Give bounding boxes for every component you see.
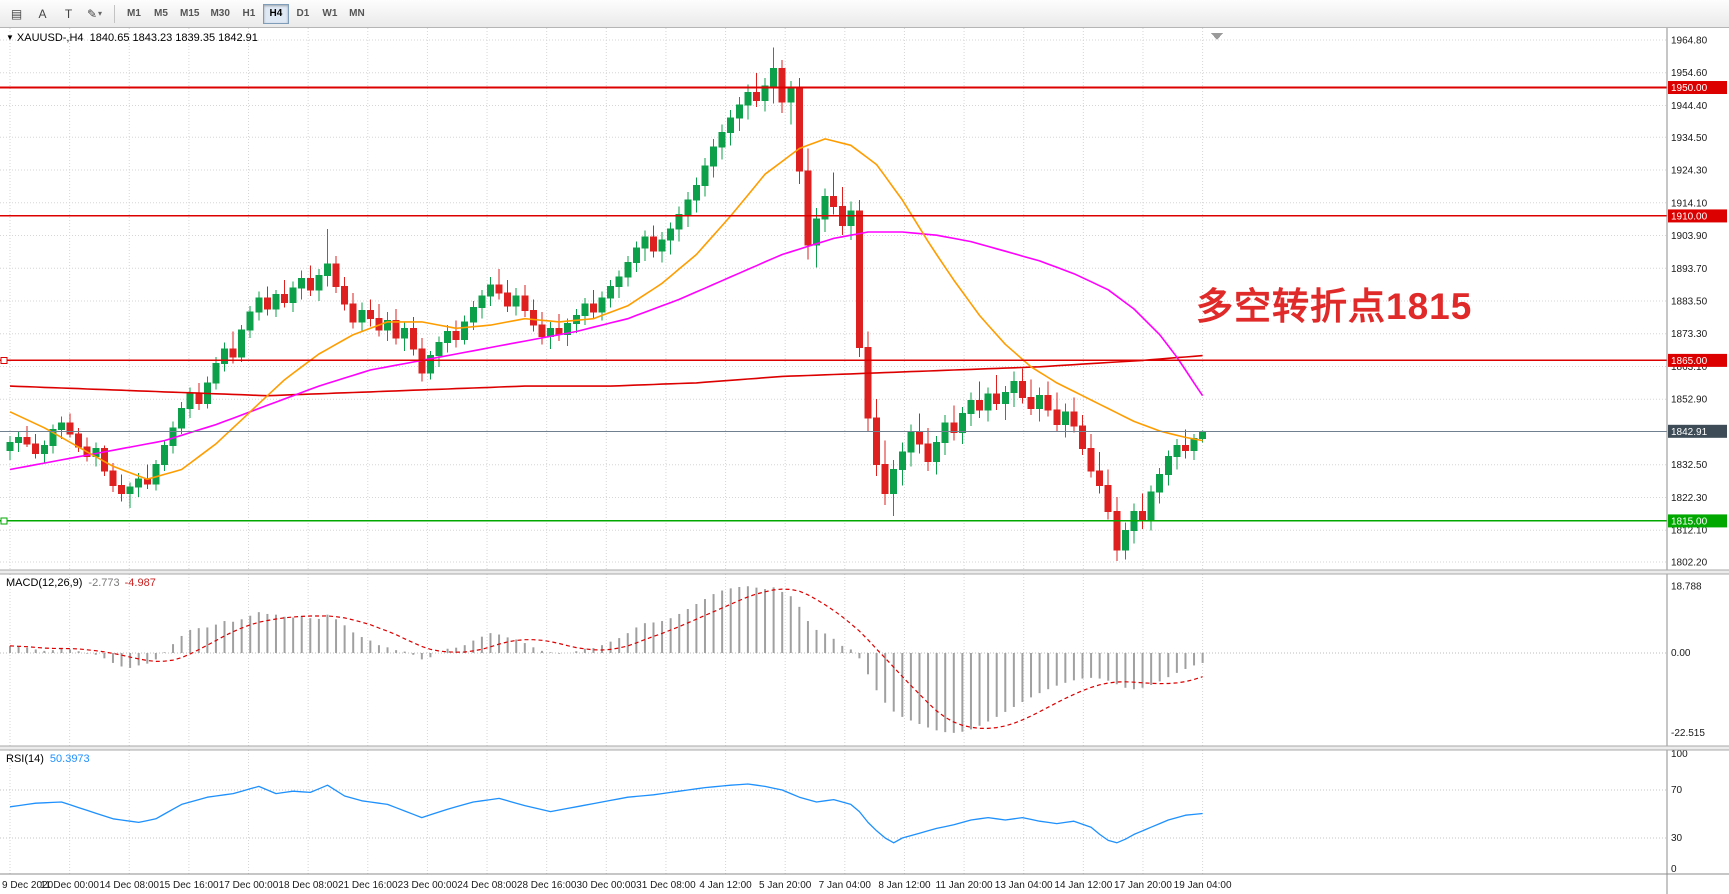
price-box-1950.00[interactable] — [1668, 81, 1727, 95]
horizontal-level-lines[interactable] — [0, 86, 1667, 525]
text-label-icon[interactable]: A — [38, 6, 47, 21]
svg-text:1910.00: 1910.00 — [1671, 211, 1708, 222]
svg-text:1842.91: 1842.91 — [1671, 427, 1708, 438]
svg-text:1950.00: 1950.00 — [1671, 83, 1708, 94]
svg-text:18.788: 18.788 — [1671, 581, 1702, 592]
chart-text-annotation: 多空转折点1815 — [1196, 286, 1473, 327]
rsi-indicator-header: RSI(14) 50.3973 — [6, 753, 90, 765]
svg-text:9 Dec 2020: 9 Dec 2020 — [2, 880, 54, 891]
toolbar-icon-group: ▤ A T ✎ ▾ — [4, 3, 108, 25]
svg-text:24 Dec 08:00: 24 Dec 08:00 — [457, 880, 517, 891]
chart-window: 1964.80 1954.60 1944.40 1934.50 1924.30 1914.… — [0, 28, 1729, 894]
timeframe-button-H1[interactable]: H1 — [242, 8, 256, 19]
svg-text:21 Dec 16:00: 21 Dec 16:00 — [338, 880, 398, 891]
panel-separators — [0, 28, 1729, 894]
ma-slow-red — [9, 354, 1203, 397]
svg-text:18 Dec 08:00: 18 Dec 08:00 — [278, 880, 338, 891]
svg-text:1893.70: 1893.70 — [1671, 264, 1708, 275]
svg-text:1815.00: 1815.00 — [1671, 516, 1708, 527]
timeframe-button-M5[interactable]: M5 — [154, 8, 168, 19]
candlestick-series — [6, 47, 1207, 562]
chart-symbol-header: ▼ XAUUSD-,H4 1840.65 1843.23 1839.35 1842… — [6, 32, 258, 44]
svg-text:1883.50: 1883.50 — [1671, 297, 1708, 308]
price-axis[interactable]: 1964.80 1954.60 1944.40 1934.50 1924.30 1914.… — [1668, 28, 1729, 894]
ohlc-values: 1840.65 1843.23 1839.35 1842.91 — [89, 32, 258, 44]
svg-text:17 Dec 00:00: 17 Dec 00:00 — [219, 880, 279, 891]
macd-indicator-header: MACD(12,26,9) -2.773 -4.987 — [6, 577, 156, 589]
svg-text:30 Dec 00:00: 30 Dec 00:00 — [577, 880, 637, 891]
svg-text:1914.10: 1914.10 — [1671, 198, 1708, 209]
macd-signal-value: -4.987 — [124, 577, 156, 589]
timeframe-button-H4[interactable]: H4 — [262, 3, 289, 24]
svg-text:17 Jan 20:00: 17 Jan 20:00 — [1114, 880, 1172, 891]
svg-text:11 Dec 00:00: 11 Dec 00:00 — [40, 880, 99, 891]
toolbar-separator — [114, 4, 115, 23]
price-chart-svg: 1964.80 1954.60 1944.40 1934.50 1924.30 1914.… — [0, 28, 1729, 894]
timeframe-button-D1[interactable]: D1 — [296, 8, 310, 19]
svg-text:1954.60: 1954.60 — [1671, 68, 1708, 79]
svg-text:4 Jan 12:00: 4 Jan 12:00 — [699, 880, 752, 891]
svg-text:70: 70 — [1671, 785, 1683, 796]
svg-text:23 Dec 00:00: 23 Dec 00:00 — [398, 880, 458, 891]
charts-grid-icon[interactable]: ▤ — [10, 6, 23, 21]
macd-label: MACD(12,26,9) — [6, 577, 83, 589]
svg-text:13 Jan 04:00: 13 Jan 04:00 — [995, 880, 1053, 891]
macd-main-value: -2.773 — [88, 577, 120, 589]
ma-fast-orange — [9, 138, 1203, 480]
svg-text:1903.90: 1903.90 — [1671, 231, 1708, 242]
svg-text:1873.30: 1873.30 — [1671, 329, 1708, 340]
chart-shift-icon[interactable] — [1211, 33, 1223, 40]
svg-text:31 Dec 08:00: 31 Dec 08:00 — [636, 880, 696, 891]
svg-text:1863.10: 1863.10 — [1671, 362, 1708, 373]
timeframe-button-group: M1 M5 M15 M30 H1 H4 D1 W1 MN — [121, 3, 371, 24]
current-price-box[interactable] — [1668, 424, 1727, 438]
svg-text:5 Jan 20:00: 5 Jan 20:00 — [759, 880, 812, 891]
timeframe-button-W1[interactable]: W1 — [322, 8, 338, 19]
svg-text:11 Jan 20:00: 11 Jan 20:00 — [936, 880, 994, 891]
svg-text:1852.90: 1852.90 — [1671, 395, 1708, 406]
svg-text:30: 30 — [1671, 833, 1683, 844]
timeframe-button-M1[interactable]: M1 — [127, 8, 141, 19]
svg-text:28 Dec 16:00: 28 Dec 16:00 — [517, 880, 577, 891]
draw-tools-icon[interactable]: ✎ ▾ — [86, 6, 103, 21]
price-box-1865.00[interactable] — [1668, 353, 1727, 367]
svg-text:14 Dec 08:00: 14 Dec 08:00 — [100, 880, 160, 891]
svg-text:100: 100 — [1671, 749, 1688, 760]
crosshair-icon[interactable]: T — [64, 6, 73, 21]
svg-text:14 Jan 12:00: 14 Jan 12:00 — [1054, 880, 1112, 891]
svg-text:-22.515: -22.515 — [1671, 728, 1705, 739]
svg-text:0: 0 — [1671, 864, 1677, 875]
svg-text:19 Jan 04:00: 19 Jan 04:00 — [1174, 880, 1232, 891]
timeframe-button-M15[interactable]: M15 — [180, 8, 200, 19]
symbol-timeframe-label: XAUUSD-,H4 — [16, 32, 84, 44]
svg-text:8 Jan 12:00: 8 Jan 12:00 — [878, 880, 931, 891]
svg-text:1832.50: 1832.50 — [1671, 460, 1708, 471]
svg-text:1865.00: 1865.00 — [1671, 356, 1708, 367]
toolbar: ▤ A T ✎ ▾ M1 M5 M15 M30 H1 H4 D1 W1 MN — [0, 0, 1729, 28]
timeframe-button-MN[interactable]: MN — [349, 8, 365, 19]
rsi-value: 50.3973 — [49, 753, 90, 765]
symbol-dropdown-icon: ▼ — [6, 33, 14, 42]
rsi-label: RSI(14) — [6, 753, 44, 765]
price-box-1910.00[interactable] — [1668, 209, 1727, 223]
svg-text:1934.50: 1934.50 — [1671, 133, 1708, 144]
moving-average-lines — [9, 138, 1204, 480]
rsi-indicator — [9, 783, 1203, 844]
chart-grid — [0, 28, 1667, 874]
svg-text:1822.30: 1822.30 — [1671, 493, 1708, 504]
svg-text:1802.20: 1802.20 — [1671, 558, 1708, 569]
svg-text:1944.40: 1944.40 — [1671, 101, 1708, 112]
svg-text:7 Jan 04:00: 7 Jan 04:00 — [819, 880, 872, 891]
svg-text:15 Dec 16:00: 15 Dec 16:00 — [159, 880, 219, 891]
svg-text:1812.10: 1812.10 — [1671, 526, 1708, 537]
timeframe-button-M30[interactable]: M30 — [210, 8, 230, 19]
ma-mid-magenta — [9, 231, 1204, 471]
price-box-1815.00[interactable] — [1668, 514, 1727, 528]
svg-text:0.00: 0.00 — [1671, 648, 1691, 659]
macd-indicator — [9, 586, 1204, 733]
svg-text:1964.80: 1964.80 — [1671, 36, 1708, 47]
svg-text:1924.30: 1924.30 — [1671, 166, 1708, 177]
